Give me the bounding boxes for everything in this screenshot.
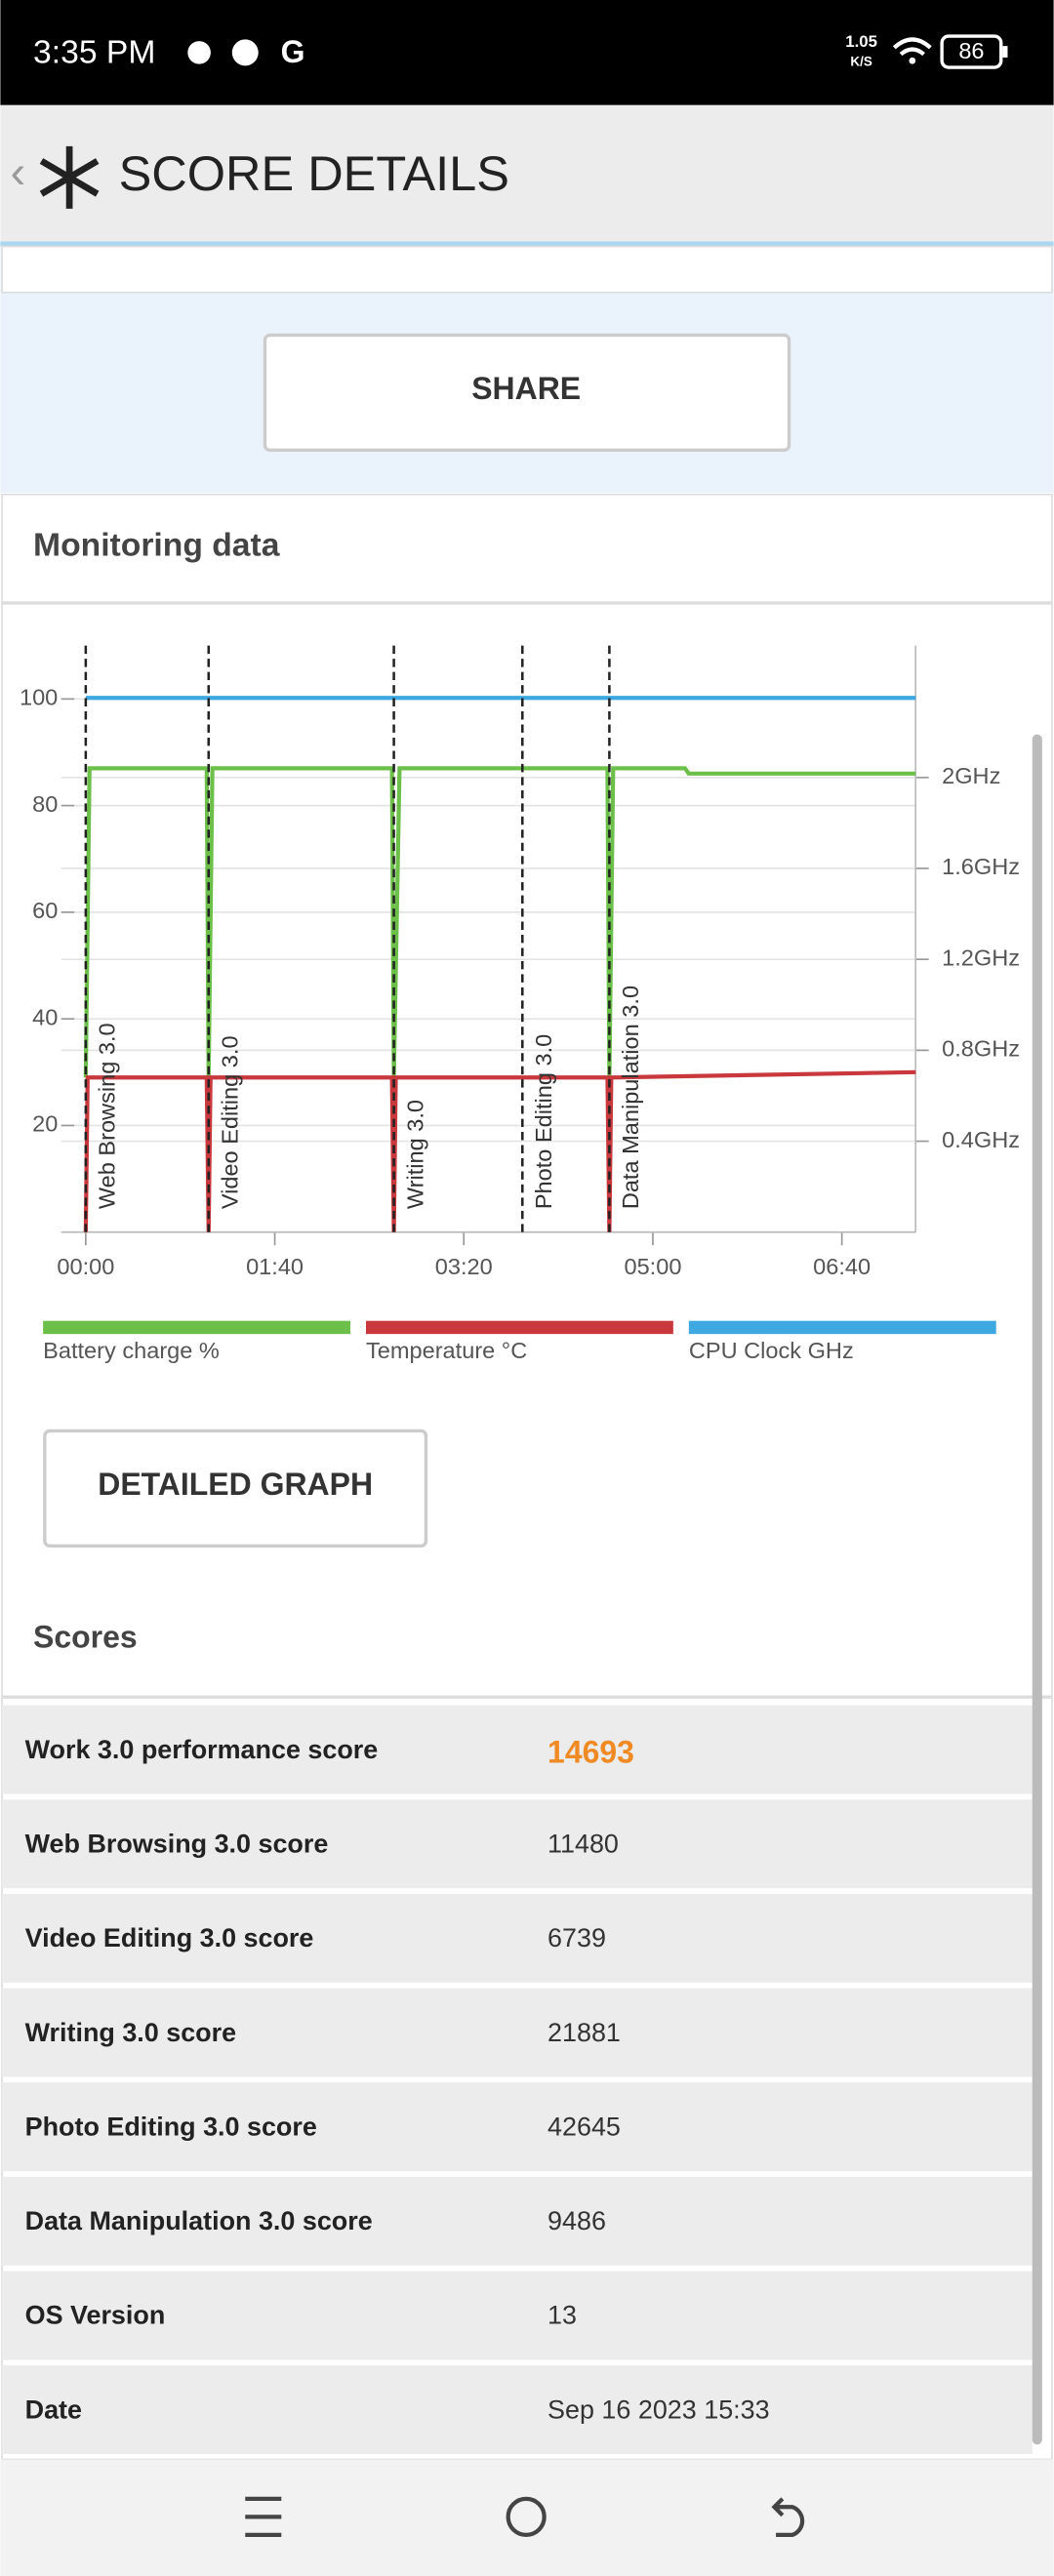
table-row bbox=[2, 1893, 1033, 1983]
y-tick-label: 100 bbox=[20, 685, 58, 710]
home-button[interactable] bbox=[506, 2496, 547, 2538]
row-value: 42645 bbox=[547, 2112, 621, 2141]
wifi-icon bbox=[909, 57, 916, 64]
scrollbar bbox=[1032, 734, 1042, 2445]
row-value: 9486 bbox=[547, 2206, 606, 2235]
detailed-graph-label: DETAILED GRAPH bbox=[98, 1467, 373, 1502]
back-nav-button[interactable] bbox=[771, 2497, 805, 2538]
nav-bar bbox=[0, 2459, 1054, 2576]
legend-label: CPU Clock GHz bbox=[689, 1338, 854, 1363]
row-value: 21881 bbox=[547, 2018, 621, 2047]
section-title: Scores bbox=[33, 1620, 138, 1655]
page-title: SCORE DETAILS bbox=[119, 145, 509, 201]
net-speed: 1.05 bbox=[845, 32, 877, 51]
table-row bbox=[2, 1799, 1033, 1889]
y-tick-label: 40 bbox=[32, 1004, 58, 1029]
back-button[interactable]: ‹ bbox=[10, 146, 25, 198]
row-value: 14693 bbox=[547, 1735, 634, 1770]
icon bbox=[187, 41, 211, 64]
series-line bbox=[83, 1069, 916, 1232]
y2-tick-label: 2GHz bbox=[942, 763, 1000, 788]
row-value: 11480 bbox=[547, 1830, 619, 1859]
share-button-label: SHARE bbox=[471, 371, 581, 406]
y-tick-label: 80 bbox=[32, 791, 58, 817]
battery-icon bbox=[1002, 46, 1008, 58]
plot-area bbox=[61, 645, 916, 1232]
row-label: Date bbox=[25, 2395, 82, 2424]
detailed-graph-button[interactable] bbox=[43, 1429, 428, 1549]
x-tick-label: 06:40 bbox=[813, 1254, 871, 1279]
net-unit: K/S bbox=[850, 55, 872, 69]
card bbox=[1, 245, 1053, 294]
battery-level: 86 bbox=[958, 38, 984, 63]
row-label: OS Version bbox=[25, 2301, 166, 2330]
legend-swatch bbox=[43, 1320, 351, 1335]
x-tick-label: 00:00 bbox=[57, 1254, 114, 1279]
wifi-icon bbox=[892, 37, 932, 57]
event-label: Data Manipulation 3.0 bbox=[618, 986, 643, 1209]
legend-label: Battery charge % bbox=[43, 1338, 220, 1363]
series-line bbox=[83, 766, 916, 1078]
app-icon bbox=[39, 145, 100, 209]
event-label: Web Browsing 3.0 bbox=[95, 1023, 120, 1209]
score-table: Work 3.0 performance score 14693 Web Brows… bbox=[2, 1705, 1033, 2455]
row-value: 13 bbox=[547, 2301, 577, 2330]
menu-button[interactable] bbox=[245, 2496, 282, 2538]
table-row bbox=[2, 1988, 1033, 2077]
battery-icon bbox=[940, 34, 1003, 69]
icon: G bbox=[281, 34, 305, 69]
legend-label: Temperature °C bbox=[366, 1338, 527, 1363]
table-row bbox=[2, 2176, 1033, 2266]
row-label: Video Editing 3.0 score bbox=[25, 1923, 314, 1952]
row-label: Web Browsing 3.0 score bbox=[25, 1830, 329, 1859]
row-value: 6739 bbox=[547, 1923, 606, 1952]
y2-tick-label: 0.8GHz bbox=[942, 1036, 1020, 1062]
event-label: Photo Editing 3.0 bbox=[531, 1034, 556, 1209]
row-label: Writing 3.0 score bbox=[25, 2018, 236, 2047]
y2-tick-label: 0.4GHz bbox=[942, 1127, 1020, 1152]
x-tick-label: 05:00 bbox=[624, 1254, 681, 1279]
y2-tick-label: 1.6GHz bbox=[942, 854, 1020, 879]
row-value: Sep 16 2023 15:33 bbox=[547, 2395, 770, 2424]
x-tick-label: 03:20 bbox=[435, 1254, 493, 1279]
time: 3:35 PM bbox=[33, 34, 155, 70]
y2-tick-label: 1.2GHz bbox=[942, 945, 1020, 970]
x-tick-label: 01:40 bbox=[246, 1254, 304, 1279]
icon bbox=[231, 39, 259, 66]
row-label: Photo Editing 3.0 score bbox=[25, 2112, 317, 2141]
table-row bbox=[2, 2082, 1033, 2172]
chart: 20 40 60 80 100 0.4GHz 0.8GHz 1.2GHz 1.6GHz 2GHz 0… bbox=[20, 645, 1020, 1363]
y-tick-label: 60 bbox=[32, 898, 58, 923]
status-bar bbox=[0, 0, 1054, 105]
y-tick-label: 20 bbox=[32, 1111, 58, 1137]
section-title: Monitoring data bbox=[33, 528, 280, 564]
row-label: Work 3.0 performance score bbox=[25, 1735, 379, 1764]
share-button[interactable] bbox=[263, 333, 791, 453]
table-row bbox=[2, 2271, 1033, 2360]
divider bbox=[0, 241, 1054, 247]
table-row bbox=[2, 2365, 1033, 2455]
table-row bbox=[2, 1705, 1033, 1794]
legend-swatch bbox=[366, 1320, 673, 1335]
header bbox=[0, 104, 1054, 244]
row-label: Data Manipulation 3.0 score bbox=[25, 2206, 373, 2235]
event-label: Writing 3.0 bbox=[402, 1100, 427, 1209]
event-label: Video Editing 3.0 bbox=[218, 1035, 243, 1209]
legend-swatch bbox=[688, 1320, 996, 1335]
